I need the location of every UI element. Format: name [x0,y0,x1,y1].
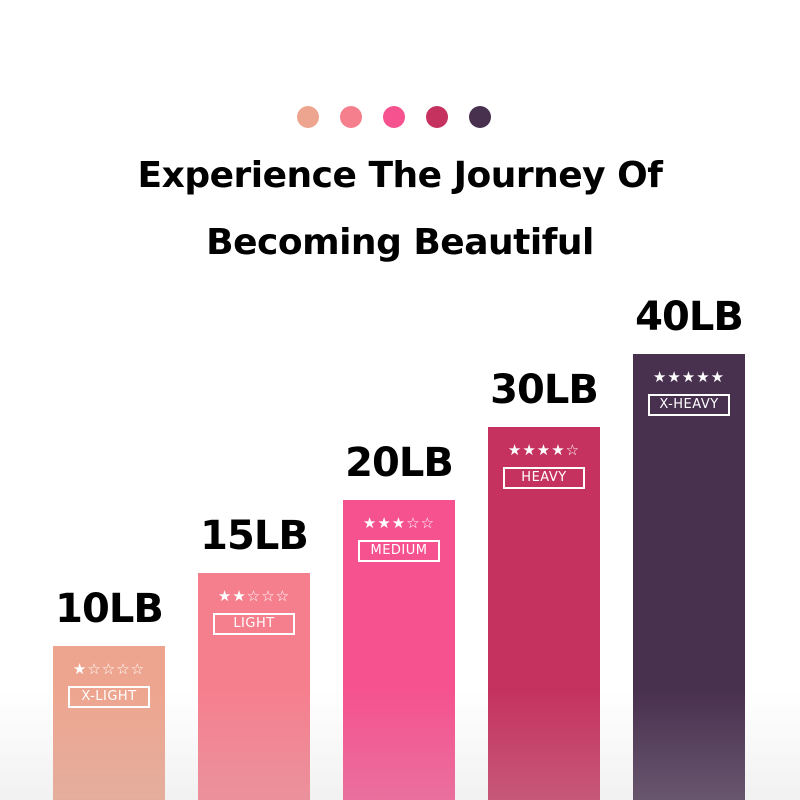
headline-line-2: Becoming Beautiful [206,222,594,263]
headline-line-1: Experience The Journey Of [137,155,663,196]
bar-value-label: 30LB [490,367,599,413]
bar-20lb: ★★★☆☆ MEDIUM [343,500,455,800]
level-label: LIGHT [213,613,295,635]
bar-value-label: 40LB [635,294,744,340]
bar-value-label: 15LB [200,513,309,559]
level-label: MEDIUM [358,540,440,562]
color-dot [469,106,491,128]
star-rating: ★★☆☆☆ [217,587,291,605]
bar-value-label: 10LB [55,586,164,632]
star-rating: ★★★★★ [652,368,726,386]
bar-15lb: ★★☆☆☆ LIGHT [198,573,310,800]
star-rating: ★★★★☆ [507,441,581,459]
bar-10lb: ★☆☆☆☆ X-LIGHT [53,646,165,800]
level-label: HEAVY [503,467,585,489]
star-rating: ★☆☆☆☆ [72,660,146,678]
star-rating: ★★★☆☆ [362,514,436,532]
bar-40lb: ★★★★★ X-HEAVY [633,354,745,800]
level-label: X-LIGHT [68,686,150,708]
color-dot [340,106,362,128]
color-dot [426,106,448,128]
bar-30lb: ★★★★☆ HEAVY [488,427,600,800]
color-dots [0,106,800,128]
color-dot [383,106,405,128]
color-dot [297,106,319,128]
level-label: X-HEAVY [648,394,730,416]
bar-value-label: 20LB [345,440,454,486]
